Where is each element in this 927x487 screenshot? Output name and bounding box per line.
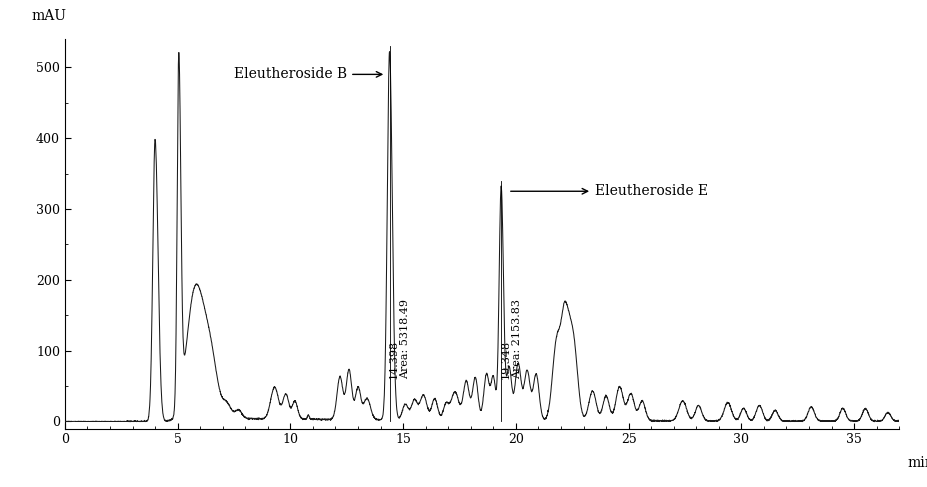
Text: Area: 5318.49: Area: 5318.49 xyxy=(400,299,411,379)
Text: min: min xyxy=(908,456,927,470)
Text: 14.398: 14.398 xyxy=(388,340,399,379)
Text: 19.348: 19.348 xyxy=(501,340,510,379)
Text: mAU: mAU xyxy=(32,9,67,23)
Text: Eleutheroside E: Eleutheroside E xyxy=(511,184,708,198)
Text: Area: 2153.83: Area: 2153.83 xyxy=(512,299,522,379)
Text: Eleutheroside B: Eleutheroside B xyxy=(234,67,382,81)
